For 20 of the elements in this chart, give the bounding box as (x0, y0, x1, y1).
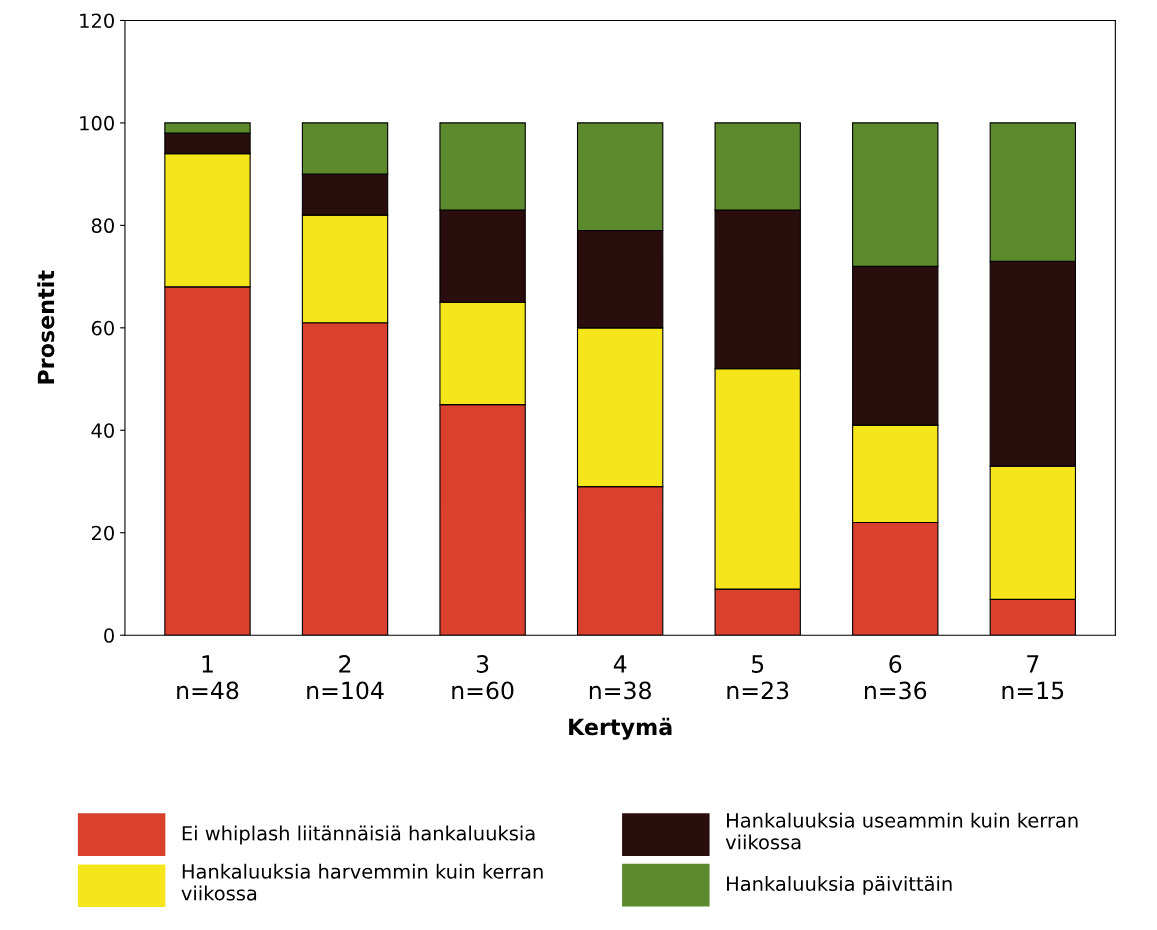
x-tick-label: 2 n=104 (307, 655, 384, 700)
legend-label: Hankaluuksia harvemmin kuin kerran viikossa (181, 863, 543, 901)
y-tick-label: 60 (91, 320, 114, 336)
legend-label: Ei whiplash liitännäisiä hankaluuksia (182, 825, 535, 845)
x-tick-label: 1 n=48 (177, 655, 239, 700)
y-tick-label: 100 (80, 115, 114, 131)
y-tick-label: 20 (91, 525, 114, 541)
legend-label: Hankaluuksia päivittäin (727, 876, 952, 895)
y-tick-label: 80 (91, 218, 114, 234)
y-tick-label: 40 (91, 423, 114, 438)
x-tick-label: 6 n=36 (865, 655, 927, 700)
legend-label: Hankaluuksia useammin kuin kerran viikossa (725, 812, 1078, 850)
x-tick-label: 4 n=38 (589, 655, 651, 700)
x-axis-title: Kertymä (569, 717, 672, 740)
y-tick-label: 0 (104, 628, 114, 643)
y-axis-title: Prosentit (37, 270, 55, 384)
x-tick-label: 3 n=60 (452, 655, 514, 700)
x-tick-label: 7 n=15 (1002, 655, 1064, 700)
x-tick-label: 5 n=23 (727, 655, 789, 700)
y-tick-label: 120 (80, 13, 114, 29)
